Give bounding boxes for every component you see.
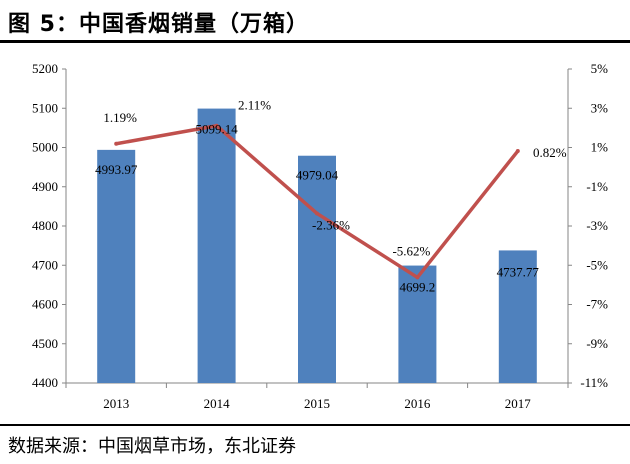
right-tick-label: -7%: [586, 297, 608, 312]
growth-value-label: 0.82%: [533, 145, 567, 160]
left-tick-label: 4400: [32, 375, 58, 390]
x-tick-label: 2015: [304, 396, 330, 411]
bar: [498, 250, 537, 383]
right-tick-label: -5%: [586, 257, 608, 272]
right-tick-label: 1%: [591, 140, 609, 155]
left-tick-label: 4900: [32, 179, 58, 194]
growth-point: [214, 123, 219, 128]
growth-point: [515, 149, 520, 154]
growth-value-label: 2.11%: [238, 98, 271, 113]
growth-value-label: -2.36%: [312, 217, 350, 232]
left-tick-label: 4700: [32, 257, 58, 272]
bar-value-label: 4699.2: [400, 280, 436, 295]
growth-point: [415, 275, 420, 280]
growth-point: [114, 141, 119, 146]
growth-point: [315, 211, 319, 216]
title-rule: [0, 40, 630, 43]
left-tick-label: 4800: [32, 218, 58, 233]
bar-value-label: 4979.04: [296, 168, 339, 183]
growth-value-label: 1.19%: [103, 110, 137, 125]
right-tick-label: 3%: [591, 100, 609, 115]
chart-title: 图 5：中国香烟销量（万箱）: [8, 12, 309, 37]
left-tick-label: 5000: [32, 140, 58, 155]
bar-value-label: 4993.97: [95, 162, 138, 177]
source-note: 数据来源：中国烟草市场，东北证券: [8, 436, 296, 457]
left-tick-label: 4600: [32, 297, 58, 312]
left-tick-label: 5100: [32, 100, 58, 115]
bar-value-label: 4737.77: [497, 264, 540, 279]
x-tick-label: 2014: [204, 396, 231, 411]
right-tick-label: -1%: [586, 179, 608, 194]
bar: [298, 155, 336, 383]
x-tick-label: 2013: [103, 396, 129, 411]
left-tick-label: 4500: [32, 336, 58, 351]
bar-value-label: 5099.14: [195, 122, 238, 137]
bar: [97, 149, 136, 383]
bar: [197, 108, 236, 383]
right-tick-label: -9%: [586, 336, 608, 351]
growth-value-label: -5.62%: [392, 243, 430, 258]
right-tick-label: 5%: [591, 61, 609, 76]
x-tick-label: 2016: [404, 396, 431, 411]
left-tick-label: 5200: [32, 61, 58, 76]
source-rule: [0, 424, 630, 426]
right-tick-label: -3%: [586, 218, 608, 233]
bar: [398, 265, 437, 383]
x-tick-label: 2017: [505, 396, 532, 411]
right-tick-label: -11%: [580, 375, 608, 390]
